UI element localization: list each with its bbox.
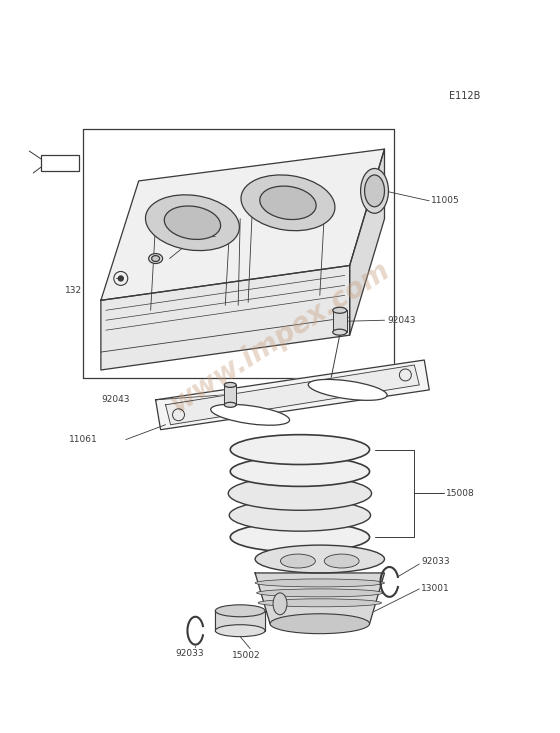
Polygon shape — [349, 149, 385, 335]
Text: FRONT: FRONT — [48, 158, 77, 168]
Text: 11005: 11005 — [431, 196, 460, 205]
Polygon shape — [224, 385, 236, 405]
Polygon shape — [101, 149, 385, 301]
Text: www.impex.com: www.impex.com — [165, 255, 395, 418]
Circle shape — [118, 276, 123, 281]
FancyBboxPatch shape — [41, 155, 79, 171]
Ellipse shape — [230, 522, 370, 552]
Text: 13001: 13001 — [421, 584, 450, 594]
Ellipse shape — [216, 605, 265, 616]
Text: 11061: 11061 — [69, 435, 98, 444]
Polygon shape — [166, 365, 419, 424]
Text: 15002: 15002 — [232, 651, 261, 660]
Polygon shape — [255, 573, 385, 624]
Ellipse shape — [333, 329, 347, 335]
Text: 92043: 92043 — [101, 395, 129, 405]
Ellipse shape — [260, 186, 316, 220]
Text: 92033: 92033 — [421, 556, 450, 566]
Polygon shape — [101, 265, 349, 370]
Ellipse shape — [229, 499, 371, 531]
Polygon shape — [333, 310, 347, 332]
Ellipse shape — [152, 256, 160, 262]
Ellipse shape — [365, 175, 385, 207]
Ellipse shape — [146, 195, 239, 251]
Ellipse shape — [224, 383, 236, 388]
Ellipse shape — [211, 405, 290, 425]
Text: E112B: E112B — [449, 92, 480, 101]
Ellipse shape — [273, 593, 287, 615]
Ellipse shape — [324, 554, 359, 568]
Ellipse shape — [164, 206, 221, 240]
Ellipse shape — [230, 435, 370, 465]
Ellipse shape — [308, 380, 387, 400]
Ellipse shape — [281, 554, 315, 568]
Text: 92022: 92022 — [189, 229, 217, 239]
Text: 15008: 15008 — [446, 489, 475, 498]
Text: 92043: 92043 — [388, 316, 416, 325]
Ellipse shape — [228, 476, 371, 510]
Polygon shape — [216, 611, 265, 630]
Text: FRONT: FRONT — [45, 158, 74, 168]
Text: 132: 132 — [65, 286, 82, 295]
Ellipse shape — [361, 169, 389, 213]
Ellipse shape — [230, 457, 370, 487]
Ellipse shape — [256, 589, 383, 597]
Text: 92033: 92033 — [175, 649, 204, 658]
Ellipse shape — [148, 254, 162, 263]
Ellipse shape — [333, 307, 347, 313]
Ellipse shape — [224, 402, 236, 408]
Ellipse shape — [255, 579, 385, 587]
Ellipse shape — [216, 625, 265, 637]
Ellipse shape — [241, 175, 335, 231]
Ellipse shape — [258, 599, 381, 607]
Ellipse shape — [270, 614, 370, 633]
Ellipse shape — [255, 545, 385, 573]
Polygon shape — [156, 360, 430, 430]
